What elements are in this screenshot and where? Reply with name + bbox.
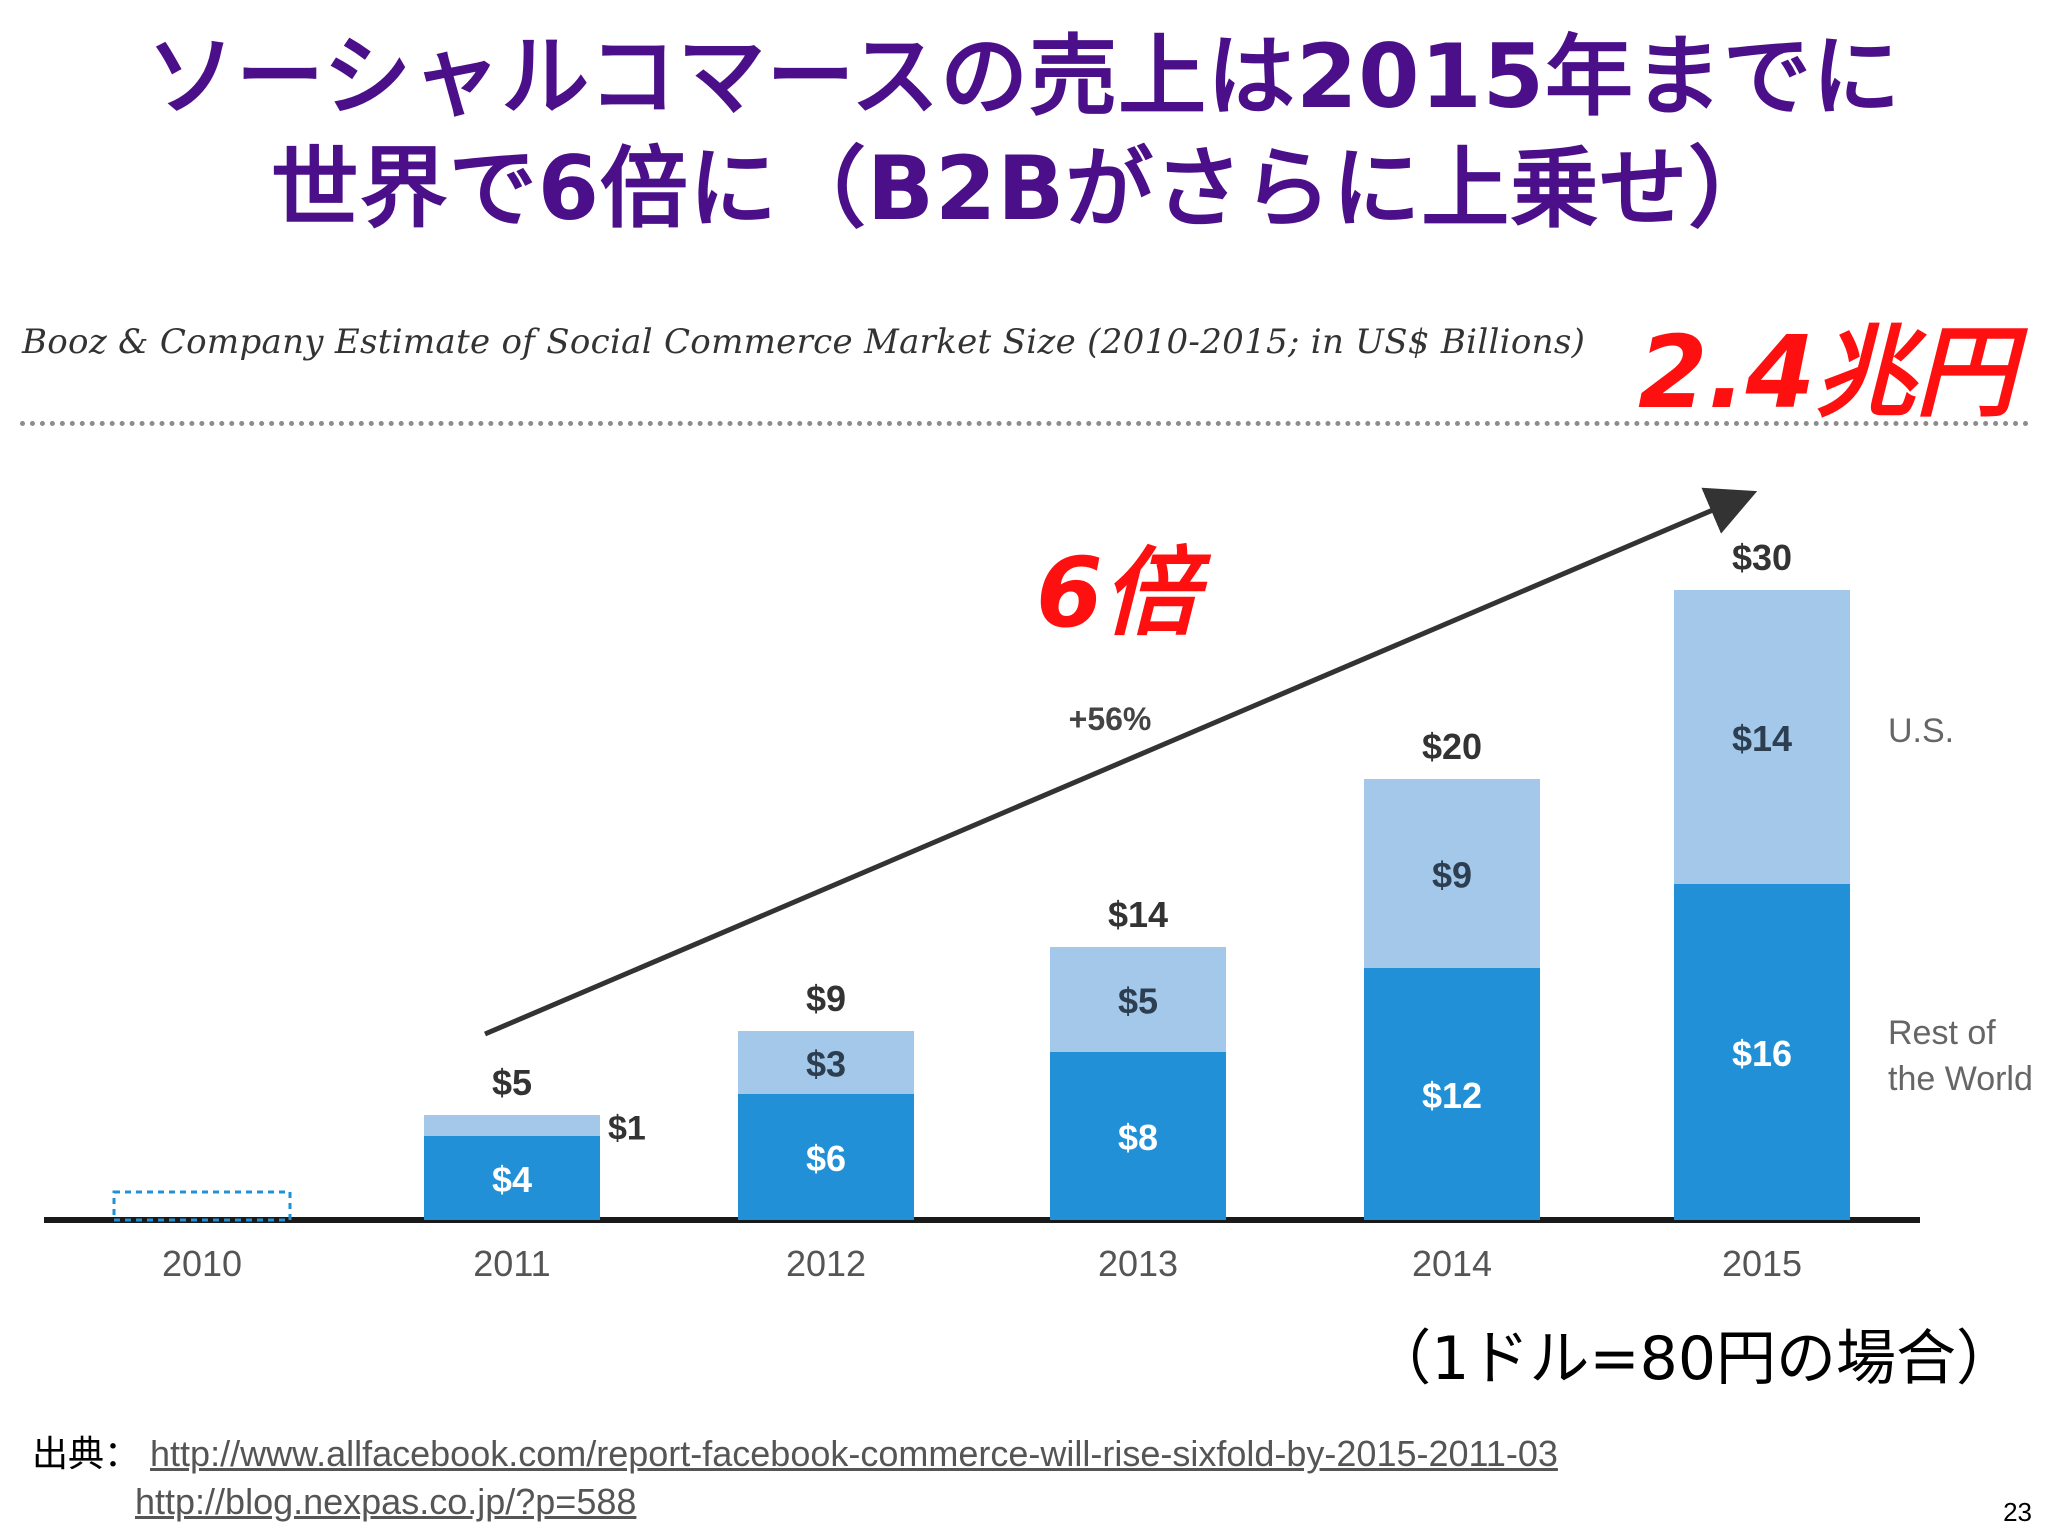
- total-label-2012: $9: [806, 978, 846, 1019]
- data-label-rest-2015: $16: [1732, 1033, 1792, 1074]
- data-label-us-2013: $5: [1118, 981, 1158, 1022]
- total-yen-callout: 2.4兆円: [1638, 314, 2016, 431]
- divider: [20, 421, 2030, 426]
- bar-us-2015: [1674, 590, 1850, 884]
- growth-arrow: [484, 487, 1758, 1037]
- tick-label-2013: 2013: [1098, 1243, 1178, 1284]
- data-label-rest-2013: $8: [1118, 1117, 1158, 1158]
- slide-title-line2: 世界で6倍に（B2Bがさらに上乗せ）: [270, 137, 1778, 240]
- growth-annotation: +56%: [1069, 701, 1152, 737]
- bar-placeholder-2010: [112, 1190, 292, 1222]
- bar-us-2011: [424, 1115, 600, 1136]
- chart-title: Booz & Company Estimate of Social Commer…: [22, 322, 1586, 362]
- data-label-us-2011: $1: [608, 1110, 646, 1148]
- bar-rest-of-world-2014: [1364, 968, 1540, 1220]
- bar-rest-of-world-2013: [1050, 1052, 1226, 1220]
- data-label-rest-2012: $6: [806, 1138, 846, 1179]
- exchange-rate-note: （1ドル=80円の場合）: [1371, 1324, 2016, 1394]
- bar-us-2014: [1364, 779, 1540, 968]
- legend-us: U.S.: [1888, 712, 1954, 750]
- bar-rest-of-world-2012: [738, 1094, 914, 1220]
- source-link-1[interactable]: http://www.allfacebook.com/report-facebo…: [150, 1433, 1558, 1474]
- bar-us-2012: [738, 1031, 914, 1094]
- tick-label-2011: 2011: [473, 1243, 550, 1284]
- total-label-2014: $20: [1422, 726, 1482, 767]
- source-label: 出典：: [32, 1433, 141, 1474]
- growth-factor-callout: 6倍: [1036, 537, 1199, 649]
- data-label-rest-2014: $12: [1422, 1075, 1482, 1116]
- data-label-rest-2011: $4: [492, 1159, 532, 1200]
- source-link-2[interactable]: http://blog.nexpas.co.jp/?p=588: [135, 1481, 637, 1522]
- data-label-us-2012: $3: [806, 1044, 846, 1085]
- data-label-us-2014: $9: [1432, 855, 1472, 896]
- total-label-2015: $30: [1732, 537, 1792, 578]
- data-label-us-2015: $14: [1732, 718, 1792, 759]
- legend-rest-of-world-2: the World: [1888, 1060, 2033, 1098]
- source-citation: 出典： http://www.allfacebook.com/report-fa…: [32, 1430, 1558, 1522]
- tick-label-2010: 2010: [162, 1243, 242, 1284]
- total-label-2013: $14: [1108, 894, 1168, 935]
- slide-title-line1: ソーシャルコマースの売上は2015年までに: [146, 25, 1901, 128]
- tick-label-2012: 2012: [786, 1243, 866, 1284]
- total-label-2011: $5: [492, 1062, 532, 1103]
- page-number: 23: [2003, 1497, 2032, 1527]
- tick-label-2015: 2015: [1722, 1243, 1802, 1284]
- tick-label-2014: 2014: [1412, 1243, 1492, 1284]
- bar-us-2013: [1050, 947, 1226, 1052]
- bar-rest-of-world-2011: [424, 1136, 600, 1220]
- legend-rest-of-world: Rest of: [1888, 1014, 1996, 1052]
- bar-rest-of-world-2015: [1674, 884, 1850, 1220]
